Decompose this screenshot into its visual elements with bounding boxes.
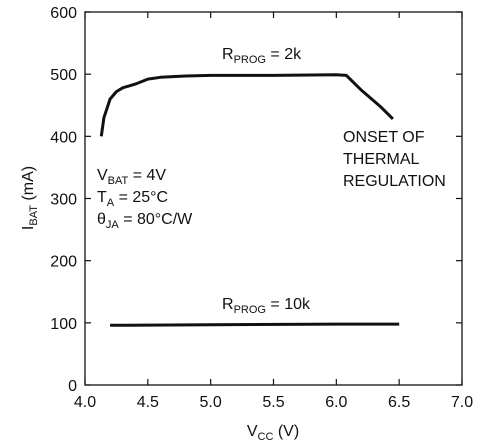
y-tick-label: 500 [50,67,77,84]
series-label-10k: RPROG = 10k [222,296,311,316]
y-tick-label: 100 [50,316,77,333]
series-line-1 [110,322,400,327]
series-lines [99,73,400,327]
x-tick-label: 6.0 [325,394,347,411]
x-axis-title: VCC (V) [247,423,299,443]
svg-text:ONSET OF: ONSET OF [343,129,425,146]
x-tick-label: 7.0 [451,394,473,411]
y-tick-label: 400 [50,129,77,146]
y-tick-label: 600 [50,5,77,22]
svg-text:VBAT = 4V: VBAT = 4V [97,167,166,187]
x-tick-label: 6.5 [388,394,410,411]
svg-text:θJA = 80°C/W: θJA = 80°C/W [97,211,193,231]
conditions-annotation: VBAT = 4V TA = 25°C θJA = 80°C/W [97,167,193,231]
x-tick-label: 4.5 [137,394,159,411]
x-tick-labels: 4.0 4.5 5.0 5.5 6.0 6.5 7.0 [74,394,473,411]
svg-text:TA = 25°C: TA = 25°C [97,189,168,209]
y-tick-label: 200 [50,254,77,271]
y-tick-labels: 0 100 200 300 400 500 600 [50,5,77,395]
tick-marks [84,11,463,386]
y-axis-title: IBAT (mA) [20,166,40,230]
thermal-regulation-annotation: ONSET OF THERMAL REGULATION [343,129,446,190]
svg-text:REGULATION: REGULATION [343,173,446,190]
y-tick-label: 300 [50,192,77,209]
x-tick-label: 4.0 [74,394,96,411]
svg-text:THERMAL: THERMAL [343,151,420,168]
x-tick-label: 5.0 [200,394,222,411]
series-line-0 [99,73,394,137]
y-tick-label: 0 [68,378,77,395]
x-tick-label: 5.5 [262,394,284,411]
series-label-2k: RPROG = 2k [222,46,302,66]
